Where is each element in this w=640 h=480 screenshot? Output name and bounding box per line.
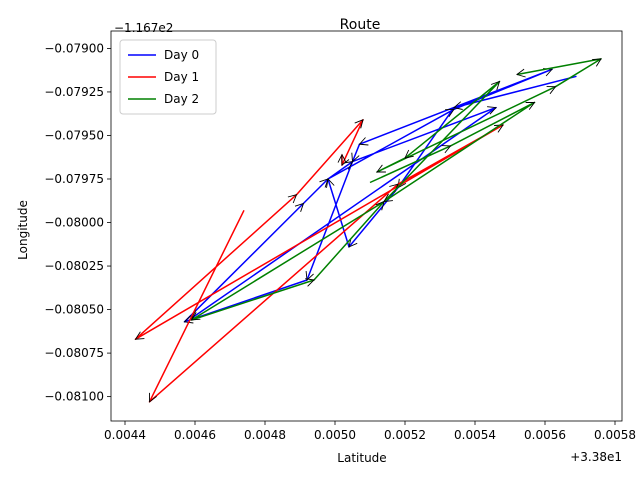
legend-label-2: Day 2	[164, 92, 199, 106]
y-tick-label: −0.08100	[44, 390, 104, 404]
x-tick-label: 0.0050	[314, 428, 356, 442]
y-tick-label: −0.07925	[44, 85, 104, 99]
legend-box	[119, 39, 217, 115]
x-tick-label: 0.0046	[174, 428, 216, 442]
axes-ticks: 0.0044 0.0046 0.0048 0.0050 0.0052 0.0054 0.00…	[44, 30, 636, 442]
route-arrow	[441, 145, 452, 154]
y-tick-label: −0.07900	[44, 41, 104, 55]
x-tick-label: 0.0058	[594, 428, 636, 442]
route-arrow	[305, 271, 314, 281]
route-arrow	[546, 86, 557, 95]
route-arrow	[319, 178, 329, 188]
x-tick-label: 0.0052	[384, 428, 426, 442]
route-arrow	[525, 101, 536, 110]
route-arrow	[287, 194, 298, 204]
y-tick-label: −0.08025	[44, 259, 104, 273]
x-tick-label: 0.0056	[524, 428, 566, 442]
route-arrow	[354, 119, 364, 129]
route-arrow	[404, 149, 414, 159]
axes-frame	[110, 30, 623, 422]
route-arrow	[341, 156, 350, 167]
x-axis-offset-label: +3.38e1	[570, 450, 622, 464]
route-arrow	[376, 164, 386, 173]
plot-area	[134, 58, 602, 403]
route-arrow	[190, 312, 201, 321]
route-arrow	[592, 58, 602, 67]
route-arrow	[490, 80, 501, 91]
route-arrow	[453, 101, 463, 110]
route-arrow	[305, 278, 315, 287]
route-arrow	[487, 106, 497, 115]
route-arrow	[358, 137, 369, 146]
route-arrow	[149, 392, 157, 403]
route-arrow	[516, 68, 526, 78]
y-tick-label: −0.07950	[44, 128, 104, 142]
y-axis-title: Longitude	[16, 200, 30, 260]
chart-title: Route	[340, 17, 381, 33]
route-arrow	[494, 124, 504, 133]
x-tick-label: 0.0054	[454, 428, 496, 442]
y-axis-offset-label: −1.167e2	[114, 21, 173, 35]
legend: Day 0 Day 1 Day 2	[119, 39, 217, 115]
x-tick-label: 0.0044	[104, 428, 146, 442]
x-tick-label: 0.0048	[244, 428, 286, 442]
series-line-0	[183, 68, 577, 323]
y-tick-label: −0.08075	[44, 346, 104, 360]
y-tick-label: −0.07975	[44, 172, 104, 186]
route-arrow	[343, 161, 354, 170]
legend-label-1: Day 1	[164, 70, 199, 84]
y-tick-label: −0.08000	[44, 216, 104, 230]
route-arrow	[348, 238, 358, 248]
route-arrow	[445, 108, 455, 117]
route-arrow	[134, 331, 145, 340]
route-arrow	[337, 153, 347, 163]
y-tick-label: −0.08050	[44, 303, 104, 317]
x-axis-title: Latitude	[337, 451, 386, 465]
route-arrow	[183, 315, 194, 324]
legend-label-0: Day 0	[164, 48, 199, 62]
route-arrow	[375, 200, 385, 211]
route-arrow	[294, 202, 305, 212]
